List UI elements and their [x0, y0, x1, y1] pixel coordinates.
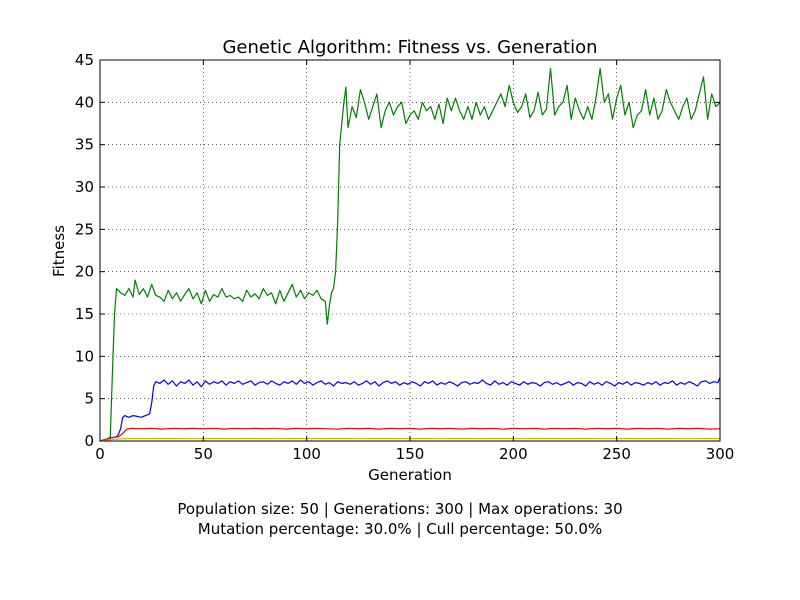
series-line-4	[99, 437, 721, 442]
x-tick-label: 150	[396, 445, 425, 463]
axis-ticks: 0 50 100 150 200 250 300 0 5 10 15 20 25 30 35 40 45	[75, 51, 734, 463]
y-tick-label: 15	[75, 305, 94, 323]
y-tick-label: 20	[75, 263, 94, 281]
y-tick-label: 40	[75, 93, 94, 111]
x-axis-label: Generation	[368, 466, 452, 484]
y-tick-label: 45	[75, 51, 94, 69]
x-tick-label: 200	[499, 445, 528, 463]
y-tick-label: 10	[75, 347, 94, 365]
y-tick-label: 5	[84, 390, 94, 408]
caption-line-2: Mutation percentage: 30.0% | Cull percen…	[197, 520, 603, 538]
series-line-3	[99, 427, 721, 442]
grid-lines	[100, 60, 720, 441]
y-tick-label: 35	[75, 136, 94, 154]
x-tick-label: 250	[602, 445, 631, 463]
series-line-2	[99, 377, 721, 442]
series-line-1	[99, 67, 721, 442]
x-tick-label: 0	[95, 445, 105, 463]
caption-line-1: Population size: 50 | Generations: 300 |…	[177, 500, 623, 518]
series-group	[99, 67, 721, 442]
y-tick-label: 25	[75, 220, 94, 238]
plot-frame	[99, 59, 721, 442]
y-axis-label: Fitness	[50, 225, 68, 277]
x-tick-label: 300	[706, 445, 735, 463]
x-tick-label: 50	[194, 445, 213, 463]
x-tick-label: 100	[292, 445, 321, 463]
y-tick-label: 0	[84, 432, 94, 450]
chart-title: Genetic Algorithm: Fitness vs. Generatio…	[222, 37, 597, 58]
y-tick-label: 30	[75, 178, 94, 196]
